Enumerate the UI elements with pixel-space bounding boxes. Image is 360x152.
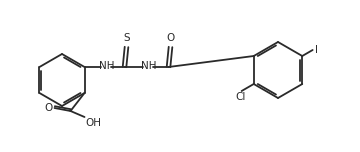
Text: S: S <box>123 33 130 43</box>
Text: O: O <box>166 33 175 43</box>
Text: I: I <box>315 45 318 55</box>
Text: NH: NH <box>99 61 114 71</box>
Text: OH: OH <box>86 118 102 128</box>
Text: Cl: Cl <box>235 92 246 102</box>
Text: NH: NH <box>141 61 156 71</box>
Text: O: O <box>44 103 53 113</box>
